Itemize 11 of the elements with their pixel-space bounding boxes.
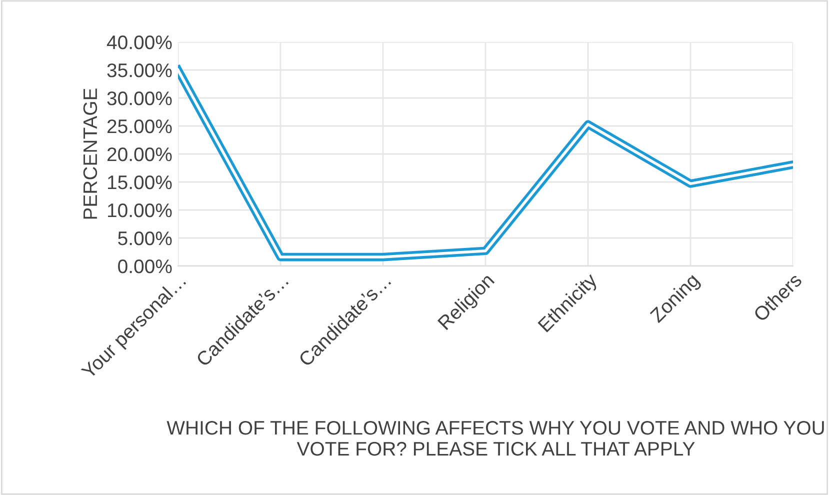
y-tick-label: 15.00% xyxy=(108,175,172,190)
y-tick-label: 35.00% xyxy=(107,63,172,78)
x-axis-title: WHICH OF THE FOLLOWING AFFECTS WHY YOU VOTE AND WHO YOU VOTE FOR? PLEASE TICK ALL THAT APPLY xyxy=(166,420,824,456)
y-tick-label: 40.00% xyxy=(106,35,172,50)
y-tick-label: 25.00% xyxy=(107,119,172,134)
y-axis-title: PERCENTAGE xyxy=(83,88,98,219)
y-tick-label: 30.00% xyxy=(107,91,172,106)
y-tick-label: 20.00% xyxy=(107,147,172,162)
y-tick-label: 5.00% xyxy=(118,231,172,246)
y-tick-label: 0.00% xyxy=(118,259,172,274)
y-tick-label: 10.00% xyxy=(108,203,172,218)
